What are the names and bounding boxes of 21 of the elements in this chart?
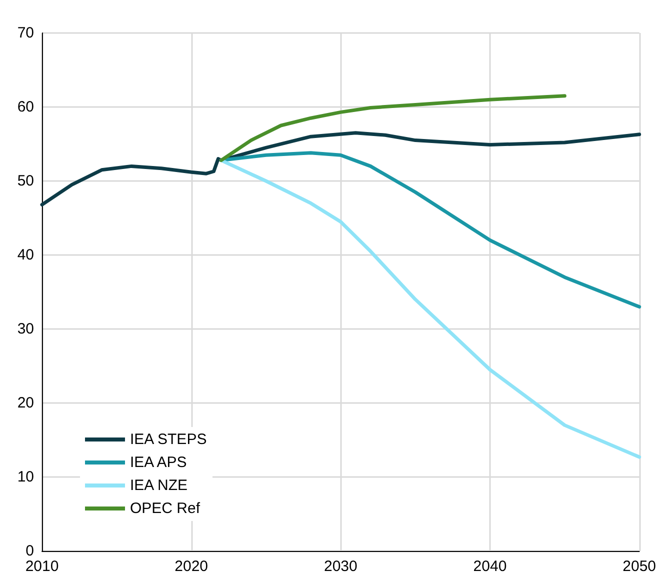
y-tick-label: 70 bbox=[17, 24, 34, 42]
legend-label: IEA APS bbox=[130, 454, 187, 471]
line-series bbox=[219, 151, 642, 309]
y-tick-label: 60 bbox=[17, 98, 34, 116]
y-tick-label: 20 bbox=[17, 394, 34, 412]
legend-label: IEA NZE bbox=[130, 477, 188, 494]
x-tick-label: 2040 bbox=[473, 558, 507, 575]
x-tick-label: 2020 bbox=[174, 558, 208, 575]
y-tick-label: 50 bbox=[17, 172, 34, 190]
x-tick-label: 2050 bbox=[622, 558, 656, 575]
line-series bbox=[219, 158, 642, 459]
legend-label: OPEC Ref bbox=[130, 500, 201, 517]
legend-label: IEA STEPS bbox=[130, 431, 207, 448]
y-tick-label: 0 bbox=[26, 542, 34, 560]
y-tick-label: 30 bbox=[17, 320, 34, 338]
y-tick-label: 40 bbox=[17, 246, 34, 264]
x-tick-label: 2010 bbox=[25, 558, 59, 575]
x-tick-label: 2030 bbox=[324, 558, 358, 575]
line-series bbox=[219, 94, 566, 162]
line-series bbox=[40, 131, 642, 206]
y-tick-label: 10 bbox=[17, 468, 34, 486]
